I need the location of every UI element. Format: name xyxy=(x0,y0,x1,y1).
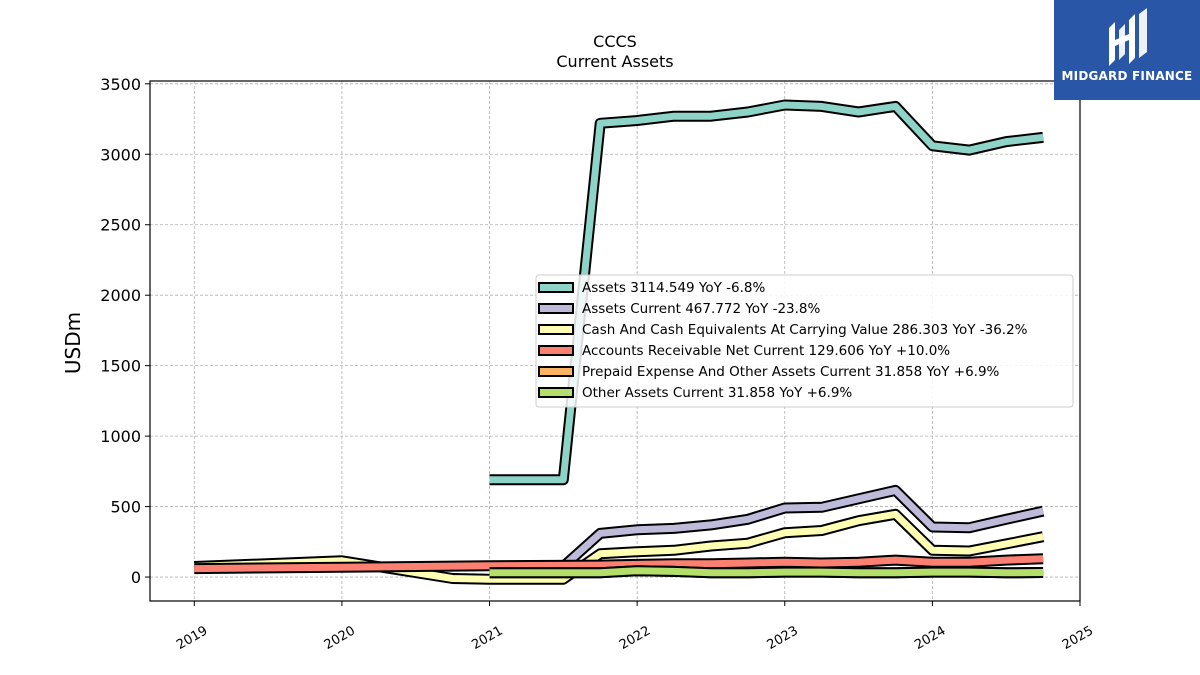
chart-title: CCCS xyxy=(593,32,637,51)
y-tick-label: 3000 xyxy=(100,145,141,164)
series-layer xyxy=(194,99,1045,585)
legend-swatch xyxy=(538,324,574,335)
x-tick-label: 2022 xyxy=(617,623,653,653)
legend: Assets 3114.549 YoY -6.8% Assets Current … xyxy=(535,274,1074,408)
legend-label: Assets 3114.549 YoY -6.8% xyxy=(582,280,766,296)
series-line-2 xyxy=(194,510,1044,583)
legend-swatch xyxy=(538,303,574,314)
y-tick-label: 2500 xyxy=(100,216,141,235)
y-tick-label: 500 xyxy=(110,498,141,517)
plot-frame xyxy=(149,80,1081,602)
y-tick-label: 1500 xyxy=(100,357,141,376)
x-tick-label: 2020 xyxy=(322,623,358,653)
y-axis-label: USDm xyxy=(61,312,85,374)
legend-swatch xyxy=(538,366,574,377)
series-line-5 xyxy=(489,567,1044,577)
midgard-finance-logo: MIDGARD FINANCE xyxy=(1054,0,1200,100)
legend-swatch xyxy=(538,387,574,398)
x-tick-label: 2024 xyxy=(912,623,948,653)
y-tick-label: 0 xyxy=(131,568,141,587)
x-tick-label: 2021 xyxy=(469,623,505,653)
x-tick-label: 2025 xyxy=(1060,623,1096,653)
legend-swatch xyxy=(538,345,574,356)
legend-label: Cash And Cash Equivalents At Carrying Va… xyxy=(582,322,1028,338)
logo-text: MIDGARD FINANCE xyxy=(1061,69,1193,83)
x-tick-label: 2023 xyxy=(765,623,801,653)
legend-box xyxy=(535,274,1074,408)
x-tick-label: 2019 xyxy=(174,623,210,653)
y-tick-label: 3500 xyxy=(100,75,141,94)
legend-label: Other Assets Current 31.858 YoY +6.9% xyxy=(582,385,852,401)
series-line-1 xyxy=(560,486,1044,570)
legend-label: Accounts Receivable Net Current 129.606 … xyxy=(582,343,950,359)
logo-mark-icon xyxy=(1054,0,1200,100)
legend-swatch xyxy=(538,282,574,293)
legend-label: Assets Current 467.772 YoY -23.8% xyxy=(582,301,821,317)
y-tick-label: 1000 xyxy=(100,427,141,446)
series-line-3 xyxy=(194,555,1044,573)
legend-label: Prepaid Expense And Other Assets Current… xyxy=(582,364,1000,380)
chart-subtitle: Current Assets xyxy=(556,52,673,71)
series-line-0 xyxy=(489,101,1044,484)
y-tick-label: 2000 xyxy=(100,286,141,305)
